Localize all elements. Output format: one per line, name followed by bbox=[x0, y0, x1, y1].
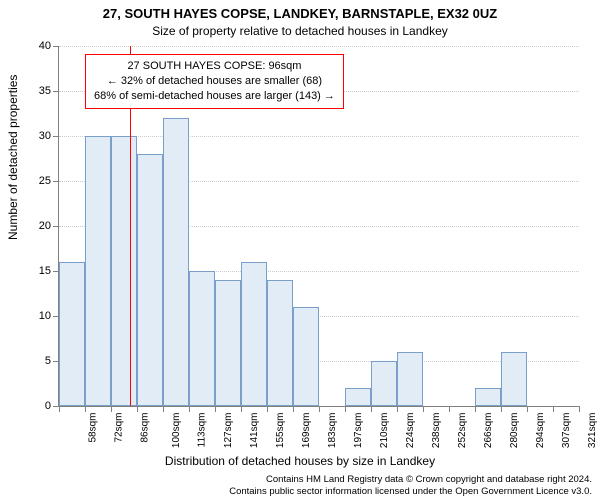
histogram-bar bbox=[345, 388, 371, 406]
histogram-bar bbox=[293, 307, 319, 406]
x-tick bbox=[553, 406, 554, 412]
x-tick-label: 58sqm bbox=[88, 413, 99, 443]
x-tick-label: 141sqm bbox=[249, 413, 260, 449]
x-tick bbox=[319, 406, 320, 412]
x-tick bbox=[293, 406, 294, 412]
x-tick-label: 266sqm bbox=[483, 413, 494, 449]
y-tick-label: 25 bbox=[39, 175, 51, 187]
histogram-bar bbox=[85, 136, 111, 406]
x-tick bbox=[59, 406, 60, 412]
x-tick-label: 155sqm bbox=[275, 413, 286, 449]
x-tick bbox=[215, 406, 216, 412]
x-tick-label: 113sqm bbox=[196, 413, 207, 448]
x-tick bbox=[345, 406, 346, 412]
x-tick bbox=[163, 406, 164, 412]
y-tick-label: 10 bbox=[39, 310, 51, 322]
title-main: 27, SOUTH HAYES COPSE, LANDKEY, BARNSTAP… bbox=[0, 6, 600, 21]
x-tick-label: 280sqm bbox=[509, 413, 520, 449]
y-tick bbox=[53, 46, 59, 47]
x-tick-label: 183sqm bbox=[327, 413, 338, 449]
x-tick bbox=[501, 406, 502, 412]
y-tick-label: 40 bbox=[39, 40, 51, 52]
x-tick bbox=[475, 406, 476, 412]
x-tick bbox=[423, 406, 424, 412]
histogram-bar bbox=[501, 352, 527, 406]
x-tick bbox=[189, 406, 190, 412]
annotation-line: 27 SOUTH HAYES COPSE: 96sqm bbox=[94, 59, 335, 74]
footer-line-2: Contains public sector information licen… bbox=[229, 486, 592, 498]
footer-attribution: Contains HM Land Registry data © Crown c… bbox=[229, 474, 592, 498]
x-tick-label: 252sqm bbox=[457, 413, 468, 449]
histogram-bar bbox=[189, 271, 215, 406]
y-tick-label: 35 bbox=[39, 85, 51, 97]
gridline bbox=[59, 46, 579, 47]
y-tick bbox=[53, 91, 59, 92]
y-tick-label: 5 bbox=[45, 355, 51, 367]
x-tick-label: 86sqm bbox=[140, 413, 151, 443]
x-tick-label: 72sqm bbox=[114, 413, 125, 443]
x-tick-label: 210sqm bbox=[379, 413, 390, 449]
footer-line-1: Contains HM Land Registry data © Crown c… bbox=[229, 474, 592, 486]
x-tick-label: 321sqm bbox=[587, 413, 598, 449]
histogram-bar bbox=[267, 280, 293, 406]
histogram-bar bbox=[475, 388, 501, 406]
x-tick-label: 169sqm bbox=[301, 413, 312, 449]
y-axis-label: Number of detached properties bbox=[6, 75, 20, 240]
histogram-bar bbox=[163, 118, 189, 406]
x-tick bbox=[527, 406, 528, 412]
x-tick bbox=[137, 406, 138, 412]
x-tick bbox=[579, 406, 580, 412]
y-tick-label: 20 bbox=[39, 220, 51, 232]
x-tick-label: 127sqm bbox=[223, 413, 234, 449]
histogram-bar bbox=[241, 262, 267, 406]
x-tick bbox=[449, 406, 450, 412]
y-tick bbox=[53, 136, 59, 137]
histogram-bar bbox=[371, 361, 397, 406]
y-tick-label: 15 bbox=[39, 265, 51, 277]
gridline bbox=[59, 136, 579, 137]
x-tick bbox=[397, 406, 398, 412]
y-tick bbox=[53, 226, 59, 227]
x-tick-label: 238sqm bbox=[431, 413, 442, 449]
annotation-line: ← 32% of detached houses are smaller (68… bbox=[94, 74, 335, 89]
annotation-line: 68% of semi-detached houses are larger (… bbox=[94, 89, 335, 104]
x-axis-label: Distribution of detached houses by size … bbox=[0, 454, 600, 468]
histogram-bar bbox=[397, 352, 423, 406]
x-tick bbox=[267, 406, 268, 412]
x-tick bbox=[85, 406, 86, 412]
histogram-plot: 051015202530354058sqm72sqm86sqm100sqm113… bbox=[58, 46, 579, 407]
y-tick-label: 30 bbox=[39, 130, 51, 142]
histogram-bar bbox=[215, 280, 241, 406]
annotation-box: 27 SOUTH HAYES COPSE: 96sqm← 32% of deta… bbox=[85, 54, 344, 109]
x-tick-label: 307sqm bbox=[561, 413, 572, 449]
histogram-bar bbox=[59, 262, 85, 406]
x-tick bbox=[111, 406, 112, 412]
x-tick-label: 294sqm bbox=[535, 413, 546, 449]
y-tick-label: 0 bbox=[45, 400, 51, 412]
x-tick-label: 224sqm bbox=[405, 413, 416, 449]
x-tick bbox=[371, 406, 372, 412]
title-sub: Size of property relative to detached ho… bbox=[0, 24, 600, 38]
histogram-bar bbox=[137, 154, 163, 406]
y-tick bbox=[53, 181, 59, 182]
histogram-bar bbox=[111, 136, 137, 406]
x-tick-label: 100sqm bbox=[171, 413, 182, 449]
x-tick-label: 197sqm bbox=[353, 413, 364, 449]
x-tick bbox=[241, 406, 242, 412]
